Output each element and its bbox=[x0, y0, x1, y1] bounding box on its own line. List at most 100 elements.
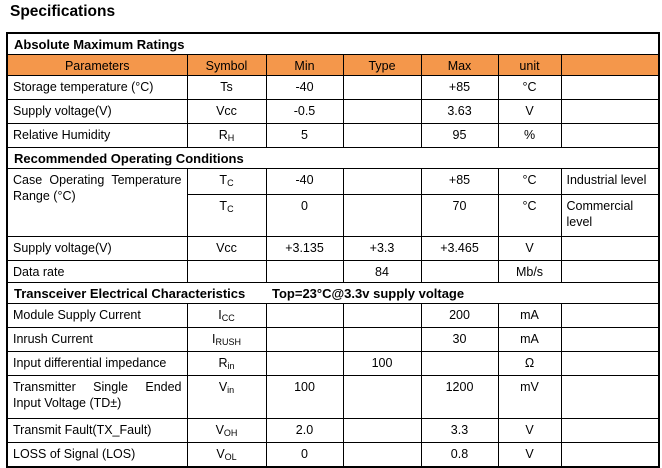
cell-type bbox=[342, 194, 422, 237]
symbol-subscript: in bbox=[227, 385, 235, 395]
section-row-absolute-maximum-ratings: Absolute Maximum Ratings bbox=[6, 32, 660, 55]
cell-type bbox=[342, 418, 422, 443]
cell-min: 5 bbox=[265, 123, 344, 148]
cell-min bbox=[265, 303, 344, 328]
cell-max: 30 bbox=[420, 327, 499, 352]
cell-symbol: RH bbox=[186, 123, 267, 148]
symbol-subscript: OL bbox=[224, 452, 237, 462]
cell-unit: V bbox=[497, 236, 562, 261]
cell-symbol: ICC bbox=[186, 303, 267, 328]
symbol-base: T bbox=[219, 173, 228, 187]
table-row-transmitter-input-voltage: Transmitter Single Ended Input Voltage (… bbox=[6, 375, 660, 419]
cell-type bbox=[342, 99, 422, 124]
cell-max: +3.465 bbox=[420, 236, 499, 261]
cell-min: 0 bbox=[265, 442, 344, 468]
cell-max: 0.8 bbox=[420, 442, 499, 468]
cell-unit: V bbox=[497, 99, 562, 124]
symbol-subscript: H bbox=[227, 133, 235, 143]
table-row-case-temperature-commercial: TC 0 70 °C Commercial level bbox=[7, 194, 660, 237]
table-row-module-supply-current: Module Supply Current ICC 200 mA bbox=[6, 303, 660, 328]
table-row-data-rate: Data rate 84 Mb/s bbox=[6, 260, 660, 283]
symbol-base: V bbox=[216, 447, 225, 461]
cell-unit: mA bbox=[497, 327, 562, 352]
symbol-base: R bbox=[218, 128, 228, 142]
section-condition-text: Top=23°C@3.3v supply voltage bbox=[272, 286, 465, 301]
cell-symbol: VOH bbox=[186, 418, 267, 443]
symbol-base: I bbox=[218, 308, 222, 322]
cell-unit: °C bbox=[497, 194, 562, 237]
specifications-table: Absolute Maximum Ratings Parameters Symb… bbox=[6, 32, 661, 468]
section-row-transceiver-electrical-characteristics: Transceiver Electrical Characteristics To… bbox=[6, 282, 660, 304]
symbol-base: I bbox=[212, 332, 216, 346]
cell-parameter: Input differential impedance bbox=[6, 351, 188, 376]
cell-parameter: Transmit Fault(TX_Fault) bbox=[6, 418, 188, 443]
cell-min: 2.0 bbox=[265, 418, 344, 443]
cell-note bbox=[560, 75, 660, 100]
cell-note: Industrial level bbox=[560, 168, 660, 195]
cell-unit: mV bbox=[497, 375, 562, 419]
cell-unit: V bbox=[497, 442, 562, 468]
table-row-inrush-current: Inrush Current IRUSH 30 mA bbox=[6, 327, 660, 352]
cell-min: -40 bbox=[265, 75, 344, 100]
symbol-base: Ts bbox=[220, 80, 233, 94]
cell-min: -0.5 bbox=[265, 99, 344, 124]
section-title-transceiver-electrical-characteristics: Transceiver Electrical Characteristics To… bbox=[6, 282, 660, 304]
column-header-parameters: Parameters bbox=[6, 54, 188, 76]
symbol-subscript: in bbox=[227, 361, 235, 371]
cell-max: 70 bbox=[420, 194, 499, 237]
cell-unit: °C bbox=[497, 75, 562, 100]
cell-note bbox=[560, 442, 660, 468]
cell-note bbox=[560, 327, 660, 352]
column-header-note bbox=[560, 54, 660, 76]
cell-parameter: Storage temperature (°C) bbox=[6, 75, 188, 100]
cell-parameter: LOSS of Signal (LOS) bbox=[6, 442, 188, 468]
cell-parameter: Supply voltage(V) bbox=[6, 99, 188, 124]
section-title-absolute-maximum-ratings: Absolute Maximum Ratings bbox=[6, 32, 660, 55]
cell-max: 200 bbox=[420, 303, 499, 328]
cell-parameter: Case Operating Temperature Range (°C) bbox=[6, 168, 188, 237]
section-row-recommended-operating-conditions: Recommended Operating Conditions bbox=[6, 147, 660, 169]
cell-unit: mA bbox=[497, 303, 562, 328]
cell-unit: Ω bbox=[497, 351, 562, 376]
symbol-base: V bbox=[218, 380, 228, 394]
cell-symbol: Ts bbox=[186, 75, 267, 100]
table-row-loss-of-signal: LOSS of Signal (LOS) VOL 0 0.8 V bbox=[6, 442, 660, 468]
section-title-text: Transceiver Electrical Characteristics bbox=[14, 286, 246, 301]
table-row-supply-voltage-abs: Supply voltage(V) Vcc -0.5 3.63 V bbox=[6, 99, 660, 124]
symbol-subscript: CC bbox=[221, 313, 235, 323]
cell-max bbox=[420, 351, 499, 376]
cell-note bbox=[560, 303, 660, 328]
cell-min: +3.135 bbox=[265, 236, 344, 261]
cell-symbol bbox=[186, 260, 267, 283]
table-row-relative-humidity: Relative Humidity RH 5 95 % bbox=[6, 123, 660, 148]
cell-type: +3.3 bbox=[342, 236, 422, 261]
cell-type bbox=[342, 123, 422, 148]
symbol-subscript: C bbox=[227, 204, 234, 214]
cell-type bbox=[342, 375, 422, 419]
cell-parameter: Inrush Current bbox=[6, 327, 188, 352]
cell-parameter: Relative Humidity bbox=[6, 123, 188, 148]
table-row-transmit-fault: Transmit Fault(TX_Fault) VOH 2.0 3.3 V bbox=[6, 418, 660, 443]
table-row-supply-voltage-rec: Supply voltage(V) Vcc +3.135 +3.3 +3.465… bbox=[6, 236, 660, 261]
cell-max: 3.63 bbox=[420, 99, 499, 124]
cell-note bbox=[560, 236, 660, 261]
cell-note bbox=[560, 123, 660, 148]
cell-unit: V bbox=[497, 418, 562, 443]
cell-symbol: TC bbox=[186, 194, 267, 237]
cell-note bbox=[560, 375, 660, 419]
cell-parameter: Data rate bbox=[6, 260, 188, 283]
cell-type bbox=[342, 303, 422, 328]
table-row-storage-temperature: Storage temperature (°C) Ts -40 +85 °C bbox=[6, 75, 660, 100]
cell-max: +85 bbox=[420, 168, 499, 195]
cell-parameter: Transmitter Single Ended Input Voltage (… bbox=[6, 375, 188, 419]
cell-symbol: TC bbox=[186, 168, 267, 195]
column-header-symbol: Symbol bbox=[186, 54, 267, 76]
cell-note bbox=[560, 418, 660, 443]
cell-min bbox=[265, 260, 344, 283]
symbol-base: R bbox=[218, 356, 228, 370]
cell-symbol: Vcc bbox=[186, 99, 267, 124]
table-row-case-temperature-industrial: Case Operating Temperature Range (°C) TC… bbox=[6, 168, 660, 237]
symbol-subscript: C bbox=[227, 178, 234, 188]
symbol-base: Vcc bbox=[216, 241, 237, 255]
cell-max: 1200 bbox=[420, 375, 499, 419]
